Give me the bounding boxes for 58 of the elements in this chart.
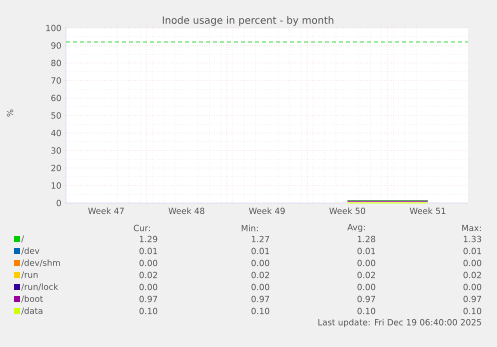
legend-label: /run: [21, 272, 38, 278]
y-tick-label: 50: [51, 112, 61, 119]
text: 0.02: [140, 272, 157, 278]
text: 0.97: [464, 296, 482, 302]
text: 0.00: [252, 260, 270, 266]
text: 1.28: [358, 236, 376, 242]
text: 0.01: [252, 248, 270, 254]
text: 0.10: [358, 308, 376, 314]
legend-label: /dev: [21, 247, 40, 255]
text: 0.00: [464, 284, 482, 290]
text: 0.10: [140, 308, 158, 314]
text: 1.27: [252, 236, 270, 242]
text: 0.01: [358, 248, 376, 254]
legend-label: /dev/shm: [21, 259, 60, 267]
text: Avg:: [347, 224, 365, 232]
text: Cur:: [134, 224, 150, 232]
y-tick-label: 40: [51, 130, 61, 136]
text: 0.02: [252, 272, 269, 278]
text: 0.97: [358, 296, 376, 302]
text: 0.02: [358, 272, 375, 278]
text: 0.00: [464, 260, 482, 266]
legend-label: /: [21, 236, 24, 242]
x-tick-label: Week 48: [168, 208, 204, 214]
text: 0.00: [358, 260, 376, 266]
x-tick-label: Week 49: [248, 208, 285, 214]
y-tick-label: 90: [51, 42, 61, 49]
y-tick-label: 0: [56, 200, 61, 206]
text: 0.02: [464, 272, 481, 278]
y-axis-title: %: [6, 109, 14, 117]
text: 0.10: [464, 308, 482, 314]
text: 1.33: [464, 236, 482, 242]
y-tick-label: 60: [51, 94, 61, 102]
x-tick-label: Week 50: [329, 208, 366, 214]
legend-label: /data: [21, 307, 42, 315]
text: 0.00: [358, 284, 376, 290]
text: 0.01: [464, 248, 482, 254]
text: Max:: [462, 224, 481, 232]
text: Min:: [242, 224, 258, 232]
text: 1.29: [140, 236, 158, 242]
text: 0.97: [140, 296, 158, 302]
y-tick-label: 80: [51, 60, 61, 66]
text: 0.10: [252, 308, 270, 314]
y-tick-label: 70: [51, 77, 61, 84]
text: 0.97: [252, 296, 270, 302]
x-tick-label: Week 51: [410, 208, 446, 214]
text: 0.01: [140, 248, 158, 254]
y-tick-label: 100: [46, 24, 61, 32]
text: 0.00: [140, 284, 158, 290]
legend-label: /run/lock: [21, 283, 58, 291]
text: 0.00: [140, 260, 158, 266]
y-tick-label: 10: [52, 182, 61, 189]
chart-title: Inode usage in percent - by month: [162, 16, 334, 26]
x-tick-label: Week 47: [88, 208, 124, 214]
y-tick-label: 20: [51, 164, 61, 172]
y-tick-label: 30: [51, 147, 61, 154]
legend-label: /boot: [21, 295, 43, 303]
text: 0.00: [252, 284, 270, 290]
text: Last update: Fri Dec 19 06:40:00 2025: [318, 318, 482, 328]
